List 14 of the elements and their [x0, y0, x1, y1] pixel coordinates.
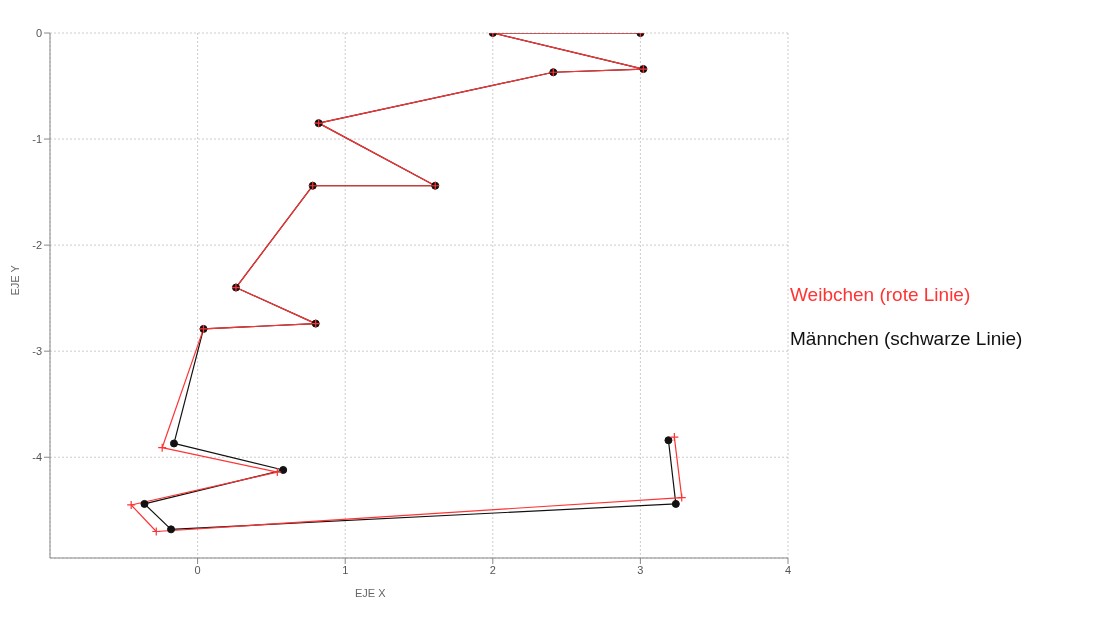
- text: Weibchen (rote Linie): [790, 283, 972, 307]
- y-tick-label: -3: [32, 345, 42, 358]
- y-tick-label: 0: [35, 26, 42, 39]
- y-axis-title: EJE Y: [8, 264, 21, 296]
- y-tick-label: -4: [32, 451, 42, 464]
- x-tick-label: 2: [489, 563, 496, 576]
- text: Männchen (schwarze Linie): [790, 327, 1023, 351]
- y-tick-label: -2: [32, 239, 42, 252]
- x-axis-title: EJE X: [355, 587, 387, 599]
- x-tick-label: 3: [637, 563, 644, 576]
- y-tick-label: -1: [32, 132, 42, 145]
- x-tick-label: 0: [194, 563, 201, 576]
- x-tick-label: 1: [342, 563, 349, 576]
- x-tick-label: 4: [784, 563, 792, 576]
